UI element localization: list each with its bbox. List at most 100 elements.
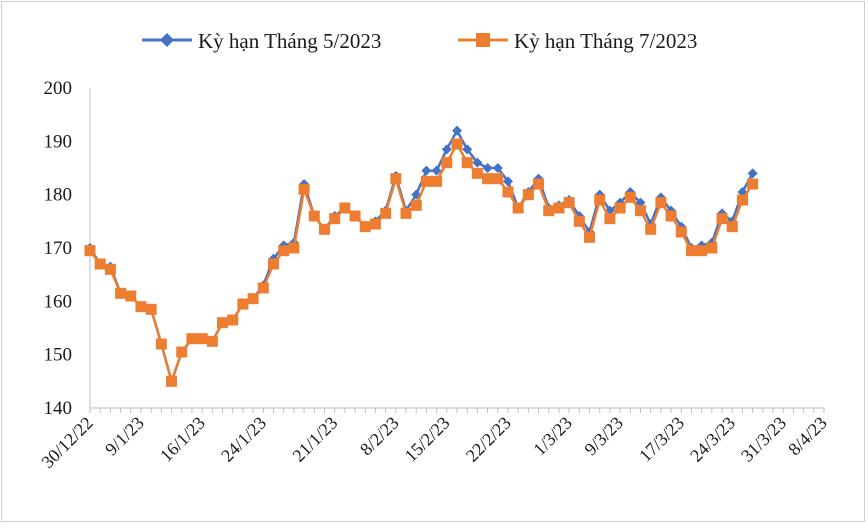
y-tick-label: 170 xyxy=(44,238,73,259)
data-point xyxy=(655,197,667,209)
x-tick-label: 8/2/23 xyxy=(356,413,403,460)
x-tick-label: 21/1/23 xyxy=(288,413,341,466)
data-point xyxy=(176,346,188,358)
data-point xyxy=(685,245,697,257)
x-tick-label: 22/2/23 xyxy=(462,413,515,466)
data-point xyxy=(502,176,513,187)
data-point xyxy=(308,210,320,222)
x-axis-ticks: 30/12/22 9/1/23 16/1/23 24/1/23 21/1/23 8/2/2… xyxy=(37,413,830,472)
data-point xyxy=(288,242,300,254)
data-point xyxy=(247,293,259,305)
series-2 xyxy=(84,138,759,387)
data-point xyxy=(217,317,229,329)
data-point xyxy=(318,223,330,235)
legend-item-series-2: Kỳ hạn Tháng 7/2023 xyxy=(458,29,697,53)
data-point xyxy=(135,301,147,313)
data-point xyxy=(665,210,677,222)
data-point xyxy=(339,202,351,214)
x-tick-label: 9/1/23 xyxy=(101,413,148,460)
data-point xyxy=(186,333,198,345)
data-point xyxy=(400,207,412,219)
data-point xyxy=(461,157,473,169)
y-tick-label: 200 xyxy=(44,78,73,99)
data-point xyxy=(635,205,646,217)
series-group xyxy=(84,125,759,387)
data-point xyxy=(227,314,239,326)
data-point xyxy=(349,210,361,222)
data-point xyxy=(543,205,555,217)
data-point xyxy=(441,144,452,155)
legend: Kỳ hạn Tháng 5/2023 Kỳ hạn Tháng 7/2023 xyxy=(142,29,697,53)
data-point xyxy=(155,338,167,350)
data-point xyxy=(645,223,657,235)
legend-label-series-2: Kỳ hạn Tháng 7/2023 xyxy=(514,29,697,53)
x-tick-label: 17/3/23 xyxy=(635,413,688,466)
data-point xyxy=(451,138,463,150)
data-point xyxy=(553,202,565,214)
data-point xyxy=(614,202,626,214)
data-point xyxy=(84,245,96,257)
data-point xyxy=(492,173,504,185)
data-point xyxy=(472,157,483,168)
data-point xyxy=(604,213,616,225)
data-point xyxy=(329,213,341,225)
y-axis-ticks: 140 150 160 170 180 190 200 xyxy=(44,78,73,419)
data-point xyxy=(584,231,596,243)
y-tick-label: 160 xyxy=(44,291,73,312)
data-point xyxy=(706,242,718,254)
data-point xyxy=(94,258,106,270)
data-point xyxy=(359,221,371,233)
data-point xyxy=(145,303,157,315)
data-point xyxy=(726,221,738,233)
data-point xyxy=(696,245,708,257)
data-point xyxy=(420,175,432,187)
data-point xyxy=(115,287,127,299)
data-point xyxy=(747,168,758,179)
data-point xyxy=(624,191,636,203)
data-point xyxy=(716,213,728,225)
x-tick-label: 16/1/23 xyxy=(156,413,209,466)
y-tick-label: 190 xyxy=(44,131,73,152)
legend-marker-series-2 xyxy=(476,33,490,47)
data-point xyxy=(380,207,392,219)
data-point xyxy=(196,333,208,345)
x-tick-label: 31/3/23 xyxy=(737,413,790,466)
y-tick-label: 180 xyxy=(44,185,73,206)
x-tick-label: 9/3/23 xyxy=(580,413,627,460)
data-point xyxy=(257,282,269,294)
x-tick-label: 1/3/23 xyxy=(529,413,576,460)
x-tick-label: 8/4/23 xyxy=(784,413,831,460)
data-point xyxy=(369,218,381,230)
data-point xyxy=(573,215,585,227)
legend-marker-series-1 xyxy=(160,33,174,47)
data-point xyxy=(492,163,503,173)
x-tick-label: 24/1/23 xyxy=(217,413,270,466)
data-point xyxy=(431,175,443,187)
data-point xyxy=(166,375,178,387)
data-point xyxy=(482,173,494,185)
data-point xyxy=(462,144,473,155)
data-point xyxy=(441,157,453,169)
data-point xyxy=(736,194,748,206)
data-point xyxy=(452,125,462,136)
data-point xyxy=(268,258,279,270)
data-point xyxy=(471,167,483,179)
legend-item-series-1: Kỳ hạn Tháng 5/2023 xyxy=(142,29,381,53)
data-point xyxy=(563,197,575,209)
data-point xyxy=(747,178,759,190)
data-point xyxy=(298,183,310,195)
y-tick-label: 140 xyxy=(44,398,73,419)
data-point xyxy=(482,163,493,173)
data-point xyxy=(421,165,432,176)
data-point xyxy=(675,226,687,238)
data-point xyxy=(502,186,514,198)
data-point xyxy=(522,189,534,201)
data-point xyxy=(206,335,218,347)
data-point xyxy=(104,263,116,275)
data-point xyxy=(533,178,545,190)
y-tick-label: 150 xyxy=(44,345,73,366)
data-point xyxy=(512,202,524,214)
x-tick-label: 15/2/23 xyxy=(401,413,454,466)
legend-label-series-1: Kỳ hạn Tháng 5/2023 xyxy=(198,29,381,53)
